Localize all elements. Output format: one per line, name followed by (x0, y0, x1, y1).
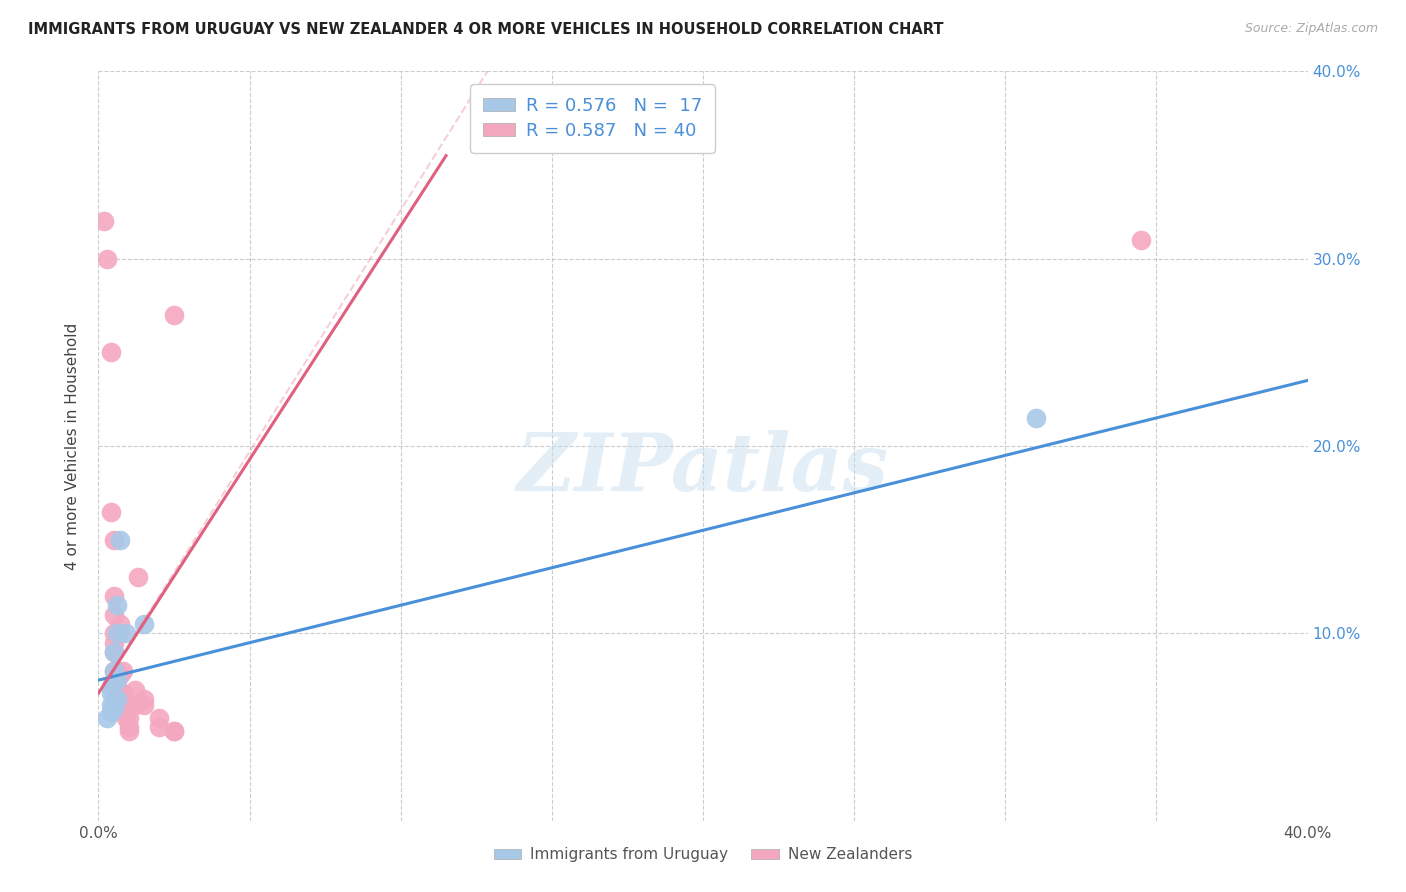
Point (132, 617, 155, 632)
Point (108, 686, 131, 700)
Point (127, 570, 149, 584)
Point (163, 723, 186, 738)
Point (103, 664, 125, 678)
Point (100, 698, 122, 712)
Point (103, 533, 125, 547)
Point (105, 692, 128, 706)
Point (103, 635, 125, 649)
Text: Source: ZipAtlas.com: Source: ZipAtlas.com (1244, 22, 1378, 36)
Point (124, 698, 146, 712)
Point (100, 686, 122, 700)
Point (105, 686, 128, 700)
Point (111, 686, 134, 700)
Legend: Immigrants from Uruguay, New Zealanders: Immigrants from Uruguay, New Zealanders (484, 837, 922, 873)
Point (163, 308, 186, 322)
Point (148, 710, 170, 724)
Point (111, 664, 134, 678)
Point (132, 692, 155, 706)
Point (114, 626, 136, 640)
Point (103, 626, 125, 640)
Point (114, 705, 136, 719)
Point (103, 664, 125, 678)
Point (148, 720, 170, 734)
Point (132, 698, 155, 712)
Point (103, 692, 125, 706)
Point (105, 679, 128, 693)
Point (96, 710, 118, 724)
Point (108, 617, 131, 632)
Point (93, 214, 115, 228)
Point (1130, 233, 1153, 247)
Point (100, 345, 122, 359)
Point (100, 679, 122, 693)
Point (118, 720, 141, 734)
Point (118, 701, 141, 715)
Point (108, 533, 131, 547)
Point (124, 682, 146, 697)
Point (114, 710, 136, 724)
Point (105, 673, 128, 688)
Point (103, 701, 125, 715)
Point (96, 252, 118, 266)
Point (108, 667, 131, 681)
Point (103, 589, 125, 603)
Point (103, 645, 125, 659)
Point (100, 505, 122, 519)
Point (108, 626, 131, 640)
Point (103, 607, 125, 622)
Point (111, 698, 134, 712)
Point (100, 705, 122, 719)
Text: ZIPatlas: ZIPatlas (517, 430, 889, 508)
Point (105, 599, 128, 613)
Point (118, 710, 141, 724)
Text: IMMIGRANTS FROM URUGUAY VS NEW ZEALANDER 4 OR MORE VEHICLES IN HOUSEHOLD CORRELA: IMMIGRANTS FROM URUGUAY VS NEW ZEALANDER… (28, 22, 943, 37)
Point (105, 692, 128, 706)
Point (163, 723, 186, 738)
Point (1024, 411, 1046, 425)
Point (103, 645, 125, 659)
Y-axis label: 4 or more Vehicles in Household: 4 or more Vehicles in Household (65, 322, 80, 570)
Point (105, 673, 128, 688)
Point (105, 664, 128, 678)
Point (118, 723, 141, 738)
Point (105, 626, 128, 640)
